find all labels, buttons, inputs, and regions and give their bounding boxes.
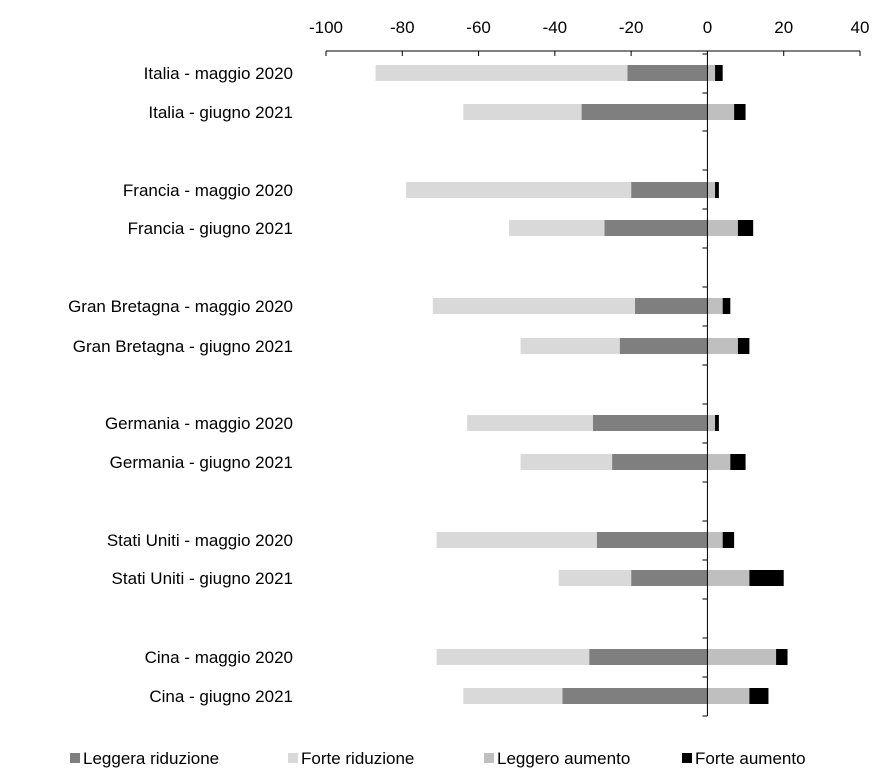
legend-item-leggera-riduzione: Leggera riduzione — [70, 749, 219, 768]
bar-forte-aumento-stati-uniti-maggio-2020 — [722, 532, 735, 548]
x-tick-label: -100 — [309, 18, 343, 37]
category-label: Gran Bretagna - maggio 2020 — [68, 297, 293, 316]
bar-forte-aumento-gran-bretagna-maggio-2020 — [722, 298, 731, 314]
x-tick-label: 0 — [703, 18, 712, 37]
category-label: Gran Bretagna - giugno 2021 — [73, 337, 293, 356]
bar-forte-riduzione-cina-giugno-2021 — [463, 688, 563, 704]
bar-leggera-riduzione-gran-bretagna-giugno-2021 — [619, 338, 708, 354]
bar-leggera-riduzione-francia-giugno-2021 — [604, 220, 708, 236]
legend-swatch — [484, 753, 494, 763]
category-label: Stati Uniti - maggio 2020 — [107, 531, 293, 550]
bar-forte-riduzione-germania-maggio-2020 — [467, 415, 593, 431]
bar-leggera-riduzione-italia-giugno-2021 — [581, 104, 708, 120]
legend-label: Leggero aumento — [497, 749, 630, 768]
bar-leggero-aumento-germania-giugno-2021 — [707, 454, 731, 470]
bar-leggero-aumento-italia-giugno-2021 — [707, 104, 735, 120]
category-label: Germania - giugno 2021 — [110, 453, 293, 472]
legend-swatch — [682, 753, 692, 763]
category-labels: Italia - maggio 2020 Italia - giugno 2021… — [68, 64, 293, 706]
category-label: Italia - maggio 2020 — [144, 64, 293, 83]
legend-label: Forte riduzione — [301, 749, 414, 768]
bar-leggero-aumento-stati-uniti-maggio-2020 — [707, 532, 723, 548]
bar-leggero-aumento-francia-giugno-2021 — [707, 220, 738, 236]
bar-forte-riduzione-stati-uniti-maggio-2020 — [436, 532, 597, 548]
bar-forte-aumento-francia-maggio-2020 — [715, 182, 719, 198]
legend-item-leggero-aumento: Leggero aumento — [484, 749, 630, 768]
category-label: Francia - giugno 2021 — [128, 219, 293, 238]
bar-leggero-aumento-germania-maggio-2020 — [707, 415, 716, 431]
bar-leggera-riduzione-cina-giugno-2021 — [562, 688, 708, 704]
bar-leggero-aumento-gran-bretagna-maggio-2020 — [707, 298, 723, 314]
bar-forte-riduzione-gran-bretagna-giugno-2021 — [520, 338, 620, 354]
legend-swatch — [288, 753, 298, 763]
bar-forte-aumento-italia-giugno-2021 — [734, 104, 746, 120]
y-axis — [702, 51, 708, 717]
x-tick-label: 20 — [774, 18, 793, 37]
bar-forte-aumento-stati-uniti-giugno-2021 — [749, 570, 784, 586]
bar-leggera-riduzione-italia-maggio-2020 — [627, 65, 708, 81]
bar-leggera-riduzione-germania-giugno-2021 — [612, 454, 708, 470]
legend-item-forte-riduzione: Forte riduzione — [288, 749, 414, 768]
bar-forte-riduzione-italia-giugno-2021 — [463, 104, 582, 120]
bar-forte-aumento-cina-maggio-2020 — [776, 649, 788, 665]
bar-leggero-aumento-gran-bretagna-giugno-2021 — [707, 338, 738, 354]
bar-leggero-aumento-cina-giugno-2021 — [707, 688, 750, 704]
bar-forte-riduzione-italia-maggio-2020 — [375, 65, 628, 81]
bar-forte-aumento-francia-giugno-2021 — [737, 220, 754, 236]
bar-leggera-riduzione-germania-maggio-2020 — [593, 415, 708, 431]
bar-leggera-riduzione-cina-maggio-2020 — [589, 649, 708, 665]
bar-leggero-aumento-italia-maggio-2020 — [707, 65, 716, 81]
bars — [375, 65, 788, 704]
category-label: Francia - maggio 2020 — [123, 181, 293, 200]
bar-forte-riduzione-germania-giugno-2021 — [520, 454, 613, 470]
bar-forte-aumento-cina-giugno-2021 — [749, 688, 769, 704]
bar-leggera-riduzione-francia-maggio-2020 — [631, 182, 708, 198]
bar-leggero-aumento-cina-maggio-2020 — [707, 649, 777, 665]
bar-leggero-aumento-stati-uniti-giugno-2021 — [707, 570, 750, 586]
bar-leggera-riduzione-gran-bretagna-maggio-2020 — [634, 298, 708, 314]
bar-forte-riduzione-stati-uniti-giugno-2021 — [558, 570, 632, 586]
bar-leggera-riduzione-stati-uniti-giugno-2021 — [631, 570, 708, 586]
bar-forte-aumento-italia-maggio-2020 — [715, 65, 723, 81]
x-tick-label: -80 — [390, 18, 415, 37]
category-label: Germania - maggio 2020 — [105, 414, 293, 433]
legend-label: Leggera riduzione — [83, 749, 219, 768]
legend: Leggera riduzione Forte riduzione Leggero … — [70, 749, 806, 768]
bar-forte-aumento-germania-giugno-2021 — [730, 454, 746, 470]
x-tick-label: -20 — [619, 18, 644, 37]
category-label: Italia - giugno 2021 — [148, 103, 293, 122]
bar-leggera-riduzione-stati-uniti-maggio-2020 — [596, 532, 708, 548]
x-tick-label: 40 — [851, 18, 870, 37]
legend-label: Forte aumento — [695, 749, 806, 768]
category-label: Cina - giugno 2021 — [149, 687, 293, 706]
bar-forte-riduzione-gran-bretagna-maggio-2020 — [432, 298, 635, 314]
category-label: Cina - maggio 2020 — [145, 648, 293, 667]
bar-forte-riduzione-francia-maggio-2020 — [406, 182, 632, 198]
legend-swatch — [70, 753, 80, 763]
bar-forte-aumento-germania-maggio-2020 — [715, 415, 719, 431]
category-label: Stati Uniti - giugno 2021 — [112, 569, 293, 588]
bar-forte-riduzione-cina-maggio-2020 — [436, 649, 590, 665]
x-tick-label: -40 — [543, 18, 568, 37]
bar-forte-aumento-gran-bretagna-giugno-2021 — [737, 338, 750, 354]
bar-leggero-aumento-francia-maggio-2020 — [707, 182, 716, 198]
x-axis: -100 -80 -60 -40 -20 0 20 40 — [309, 18, 869, 56]
legend-item-forte-aumento: Forte aumento — [682, 749, 806, 768]
bar-forte-riduzione-francia-giugno-2021 — [509, 220, 605, 236]
x-tick-label: -60 — [466, 18, 491, 37]
